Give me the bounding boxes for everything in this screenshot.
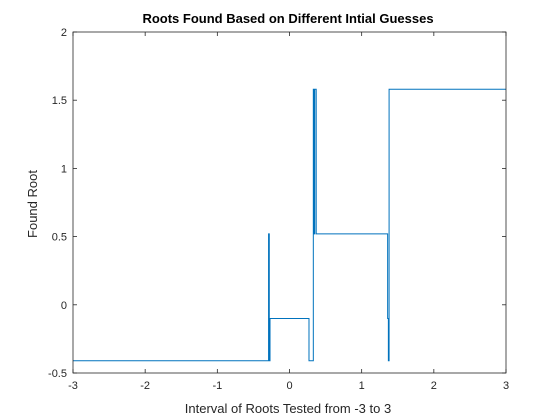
x-tick-label: 1	[359, 380, 365, 392]
x-tick-label: 2	[431, 380, 437, 392]
y-tick-label: 1.5	[52, 95, 67, 107]
x-tick-label: -3	[68, 380, 78, 392]
y-tick-label: -0.5	[48, 368, 67, 380]
y-tick-label: 1	[61, 163, 67, 175]
y-axis-label: Found Root	[25, 170, 40, 238]
y-tick-label: 0	[61, 300, 67, 312]
x-tick-label: -2	[140, 380, 150, 392]
y-tick-label: 2	[61, 27, 67, 39]
plot-area: -3 -2 -1 0 1 2 3 -0.5 0 0.5 1 1.5 2	[48, 27, 509, 392]
x-tick-label: 0	[286, 380, 292, 392]
x-axis-label: Interval of Roots Tested from -3 to 3	[185, 401, 391, 416]
y-tick-label: 0.5	[52, 232, 67, 244]
x-tick-label: -1	[212, 380, 222, 392]
series-line-0	[73, 88, 506, 362]
x-tick-label: 3	[503, 380, 509, 392]
chart-title: Roots Found Based on Different Intial Gu…	[142, 11, 433, 26]
